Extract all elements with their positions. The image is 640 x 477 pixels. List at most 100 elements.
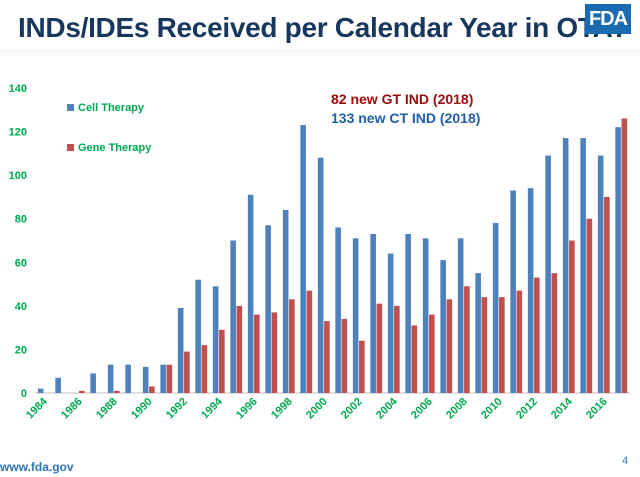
x-tick-label: 2002 [339, 396, 365, 422]
x-tick-label: 1994 [199, 395, 225, 421]
x-tick-label: 1984 [24, 395, 50, 421]
title-divider [0, 50, 640, 58]
cell-therapy-bar-1985 [55, 377, 61, 393]
cell-therapy-bar-2009 [475, 273, 481, 393]
chart-bars [37, 118, 628, 394]
gene-therapy-bar-2017 [621, 118, 628, 393]
y-tick-label: 100 [9, 170, 27, 182]
gene-therapy-bar-2001 [341, 318, 348, 393]
cell-therapy-bar-2004 [387, 253, 394, 393]
cell-therapy-bar-2016 [597, 155, 604, 393]
gene-therapy-bar-1991 [166, 364, 173, 393]
gene-therapy-bar-2015 [586, 218, 593, 393]
cell-therapy-bar-1999 [300, 125, 306, 394]
x-tick-label: 1990 [129, 396, 155, 422]
cell-therapy-bar-2001 [335, 227, 341, 393]
gene-therapy-bar-2006 [429, 314, 435, 393]
gene-therapy-bar-1995 [236, 305, 243, 393]
cell-therapy-bar-2008 [457, 238, 464, 393]
y-tick-label: 40 [15, 301, 27, 313]
x-tick-label: 2006 [409, 396, 435, 422]
x-tick-label: 1998 [269, 396, 295, 422]
cell-therapy-bar-2013 [545, 155, 551, 393]
cell-therapy-bar-2003 [370, 233, 376, 393]
cell-therapy-bar-2014 [562, 138, 569, 393]
gene-therapy-bar-2008 [464, 286, 470, 393]
x-tick-label: 2010 [479, 396, 505, 422]
cell-therapy-bar-1984 [37, 388, 44, 393]
fda-logo: FDA [585, 4, 631, 34]
x-tick-label: 2004 [374, 395, 400, 421]
x-tick-label: 1992 [164, 396, 190, 422]
gene-therapy-bar-2009 [481, 297, 488, 393]
cell-therapy-bar-2000 [317, 157, 324, 393]
gene-therapy-bar-2005 [411, 325, 418, 393]
gene-therapy-bar-2004 [394, 305, 400, 393]
gene-therapy-bar-2013 [551, 273, 558, 393]
cell-therapy-bar-2011 [510, 190, 516, 393]
x-tick-label: 1988 [94, 396, 120, 422]
gene-therapy-bar-2007 [446, 299, 453, 393]
x-tick-label: 1996 [234, 396, 260, 422]
gene-therapy-bar-2014 [569, 240, 575, 393]
gene-therapy-bar-1990 [149, 386, 155, 393]
cell-therapy-bar-2006 [422, 238, 429, 393]
gene-therapy-bar-1997 [271, 312, 278, 393]
chart-legend: Cell Therapy Gene Therapy [67, 102, 152, 154]
cell-therapy-bar-1996 [247, 194, 254, 393]
cell-therapy-bar-2017 [615, 127, 621, 393]
gene-therapy-bar-1992 [184, 351, 190, 393]
cell-therapy-bar-2002 [352, 238, 359, 393]
gene-therapy-bar-2000 [324, 321, 330, 393]
gene-therapy-bar-2003 [376, 303, 383, 393]
footer-url[interactable]: www.fda.gov [0, 460, 74, 474]
cell-therapy-bar-1987 [90, 373, 96, 393]
y-tick-label: 60 [15, 257, 27, 269]
x-tick-label: 2014 [549, 395, 575, 421]
slide-title: INDs/IDEs Received per Calendar Year in … [18, 12, 628, 43]
gene-therapy-bar-1988 [114, 390, 120, 393]
x-tick-label: 2008 [444, 396, 470, 422]
legend-swatch [67, 104, 74, 111]
cell-therapy-bar-2007 [440, 260, 446, 393]
legend-label: Gene Therapy [78, 142, 152, 154]
cell-therapy-bar-1991 [160, 364, 166, 393]
gene-therapy-bar-1986 [79, 390, 85, 393]
gene-therapy-bar-2016 [604, 196, 610, 393]
gene-therapy-bar-1993 [201, 345, 208, 393]
gene-therapy-bar-1999 [306, 290, 313, 393]
y-tick-label: 140 [9, 83, 27, 95]
cell-therapy-bar-2005 [405, 233, 411, 393]
gene-therapy-bar-1994 [219, 329, 225, 393]
cell-therapy-bar-1992 [177, 308, 184, 393]
y-tick-label: 120 [9, 127, 27, 139]
y-tick-label: 20 [15, 344, 27, 356]
y-tick-label: 0 [21, 388, 27, 400]
chart-annotations: 82 new GT IND (2018) 133 new CT IND (2018… [331, 91, 480, 126]
gene-therapy-bar-1998 [289, 299, 295, 393]
gene-therapy-bar-1996 [254, 314, 260, 393]
ct-ind-annotation: 133 new CT IND (2018) [331, 110, 480, 126]
cell-therapy-bar-1994 [212, 286, 219, 393]
x-tick-label: 2012 [514, 396, 540, 422]
cell-therapy-bar-1997 [265, 225, 271, 393]
x-tick-label: 2000 [304, 396, 330, 422]
cell-therapy-bar-2010 [492, 223, 499, 393]
cell-therapy-bar-2015 [580, 138, 586, 393]
cell-therapy-bar-1993 [195, 279, 201, 393]
legend-label: Cell Therapy [78, 102, 145, 114]
cell-therapy-bar-2012 [527, 188, 534, 393]
page-number: 4 [622, 455, 629, 467]
y-tick-label: 80 [15, 214, 27, 226]
legend-swatch [67, 144, 74, 151]
cell-therapy-bar-1998 [282, 210, 289, 393]
gene-therapy-bar-2002 [359, 340, 365, 393]
cell-therapy-bar-1995 [230, 240, 236, 393]
cell-therapy-bar-1989 [125, 364, 131, 393]
gene-therapy-bar-2011 [516, 290, 523, 393]
cell-therapy-bar-1988 [107, 364, 114, 393]
x-tick-label: 2016 [584, 396, 610, 422]
gene-therapy-bar-2010 [499, 297, 505, 393]
gt-ind-annotation: 82 new GT IND (2018) [331, 91, 473, 107]
